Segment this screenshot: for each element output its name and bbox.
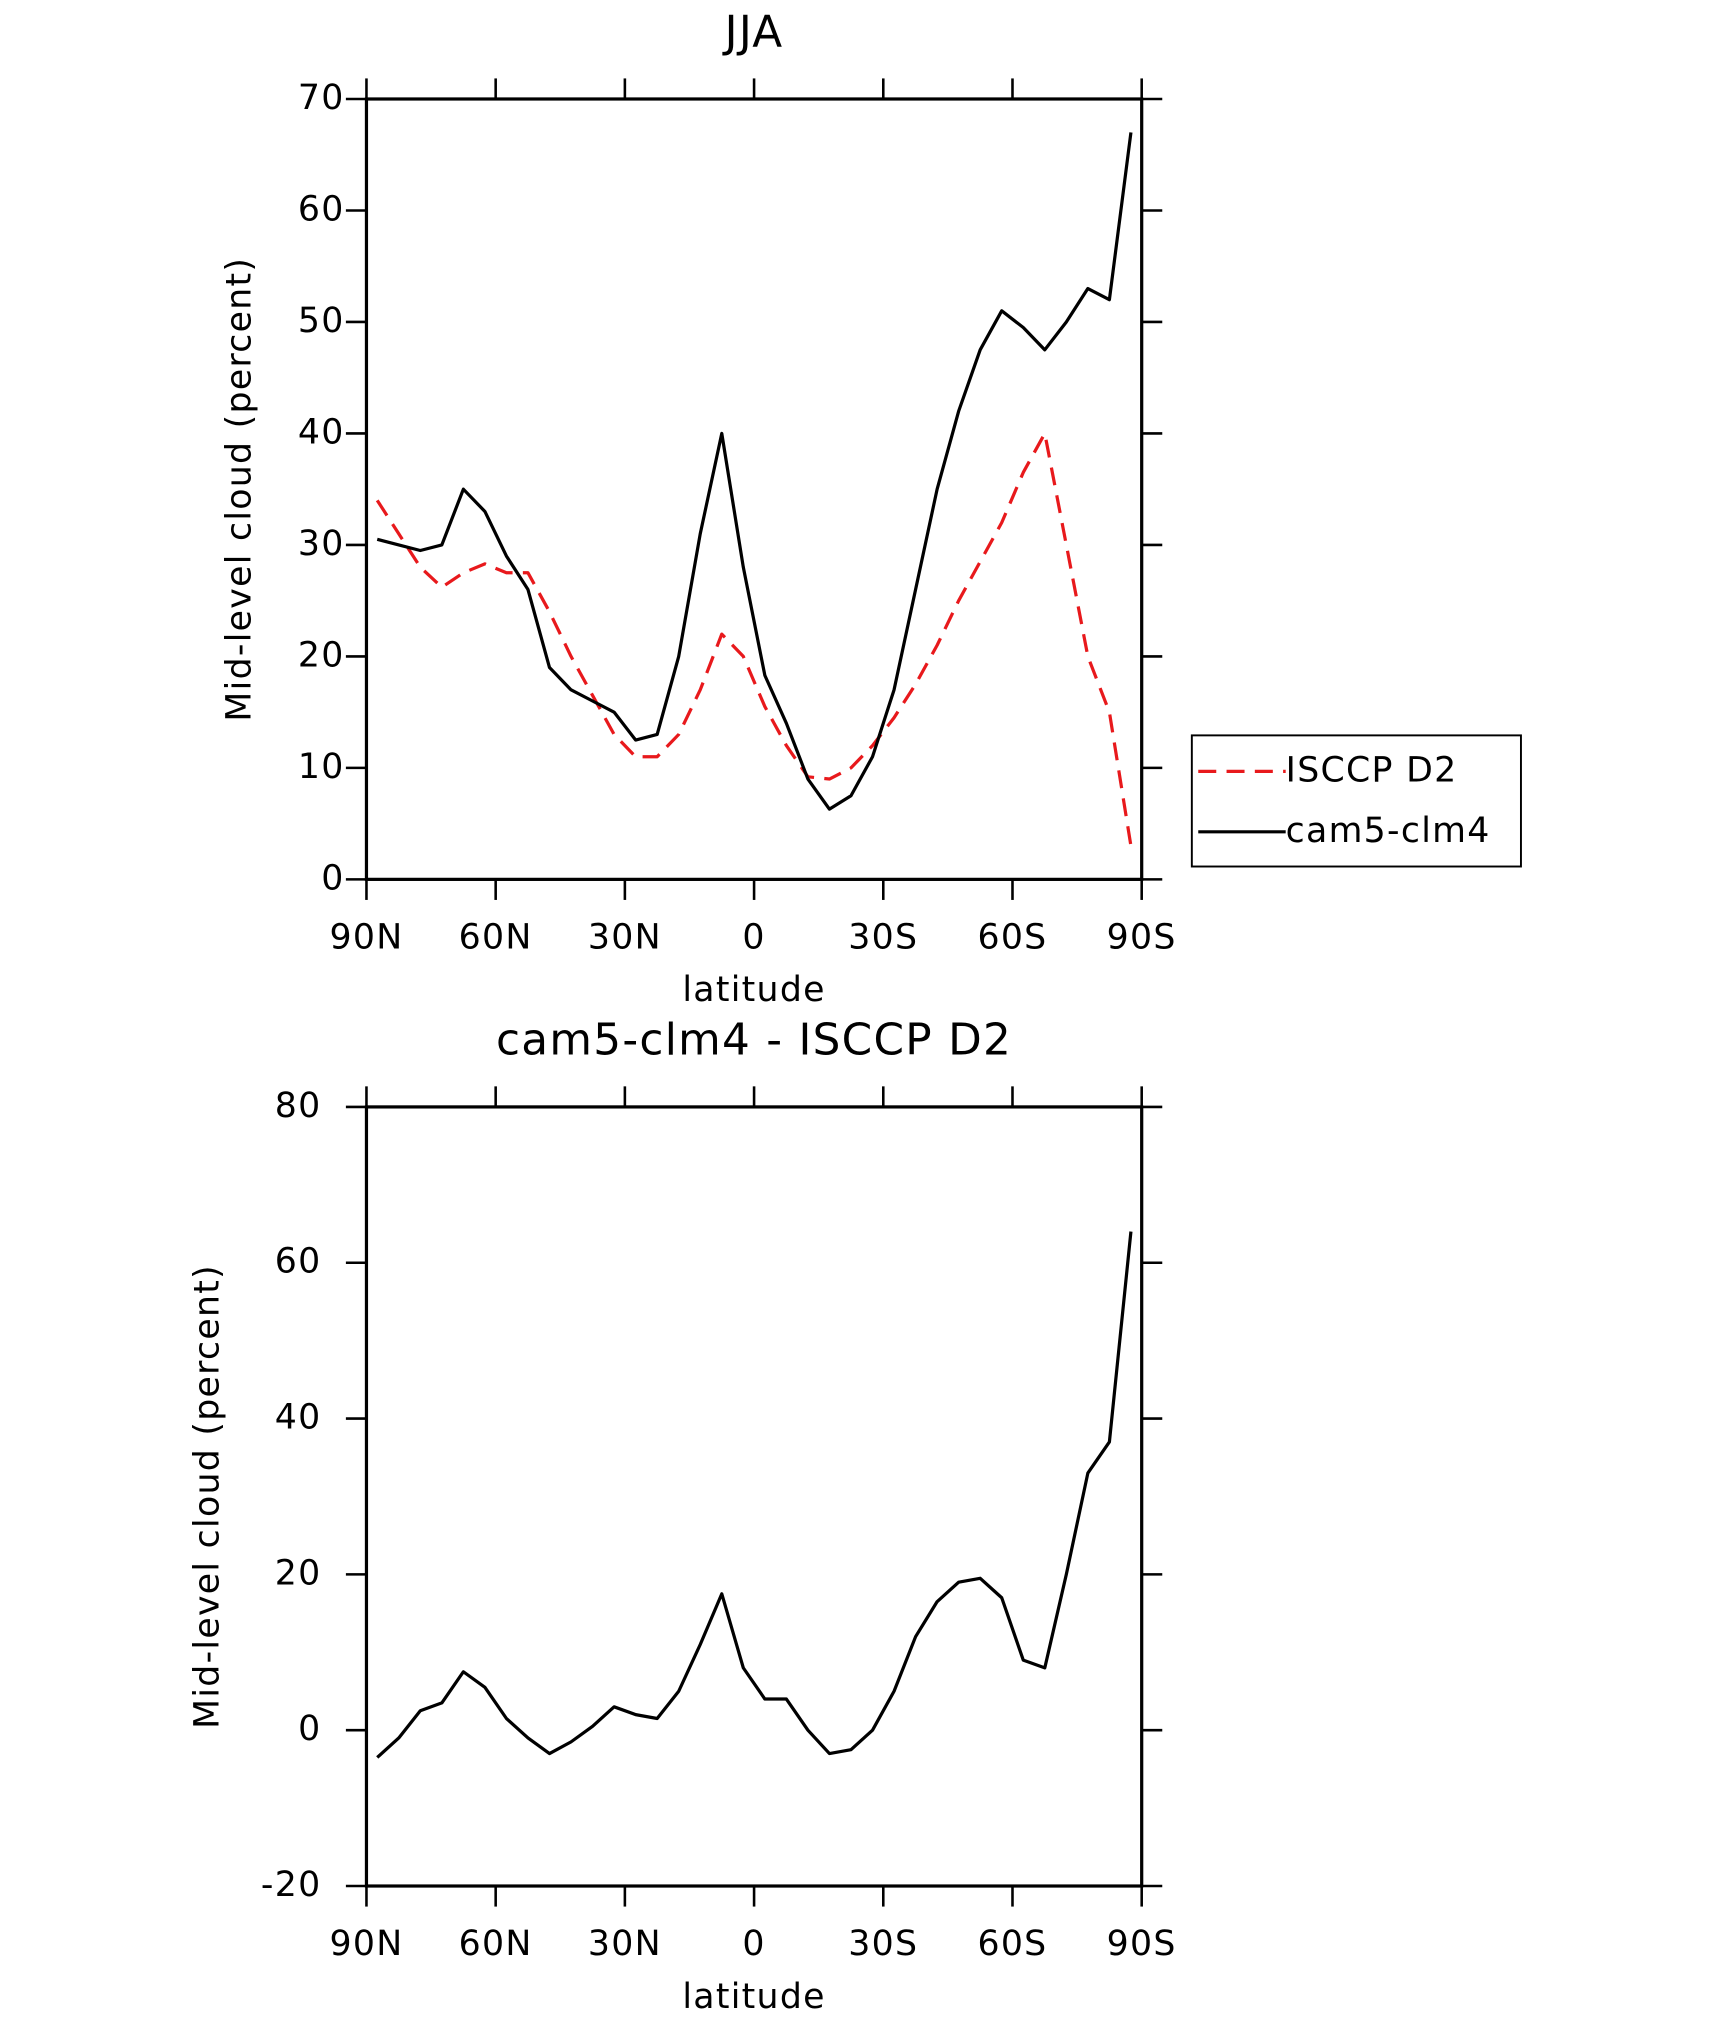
y-axis-label: Mid-level cloud (percent): [219, 257, 259, 722]
x-tick-label: 90N: [329, 918, 403, 958]
series-line: [376, 1231, 1133, 1759]
x-tick-label: 60N: [459, 1924, 533, 1964]
legend-label: ISCCP D2: [1286, 750, 1458, 790]
series-line: [376, 132, 1133, 811]
y-tick-label: 0: [321, 858, 344, 898]
x-tick-label: 60N: [459, 918, 533, 958]
x-axis-label: latitude: [682, 1977, 825, 2017]
x-tick-label: 30S: [848, 918, 918, 958]
y-tick-label: 60: [275, 1242, 322, 1282]
y-tick-label: 50: [298, 301, 345, 341]
chart-title: JJA: [722, 7, 784, 58]
x-tick-label: 0: [742, 1924, 765, 1964]
x-tick-label: 90S: [1107, 1924, 1177, 1964]
x-tick-label: 30N: [588, 918, 662, 958]
y-tick-label: 80: [275, 1086, 322, 1126]
plot-frame: [364, 97, 1144, 881]
y-tick-label: 10: [298, 747, 345, 787]
y-tick-label: 20: [298, 635, 345, 675]
legend-box: [1190, 734, 1522, 868]
y-tick-label: 0: [298, 1709, 321, 1749]
x-tick-label: 30S: [848, 1924, 918, 1964]
y-tick-label: -20: [261, 1865, 322, 1905]
legend-label: cam5-clm4: [1286, 811, 1491, 851]
x-tick-label: 0: [742, 918, 765, 958]
y-tick-label: 20: [275, 1553, 322, 1593]
x-tick-label: 60S: [977, 1924, 1047, 1964]
y-tick-label: 60: [298, 189, 345, 229]
series-line: [375, 431, 1133, 847]
x-tick-label: 60S: [977, 918, 1047, 958]
chart-title: cam5-clm4 - ISCCP D2: [496, 1015, 1012, 1066]
x-tick-label: 90N: [329, 1924, 403, 1964]
y-tick-label: 70: [298, 78, 345, 118]
y-tick-label: 30: [298, 524, 345, 564]
y-axis-label: Mid-level cloud (percent): [187, 1264, 227, 1729]
x-axis-label: latitude: [682, 970, 825, 1010]
x-tick-label: 30N: [588, 1924, 662, 1964]
x-tick-label: 90S: [1107, 918, 1177, 958]
y-tick-label: 40: [298, 412, 345, 452]
y-tick-label: 40: [275, 1398, 322, 1438]
plot-frame: [364, 1105, 1144, 1888]
